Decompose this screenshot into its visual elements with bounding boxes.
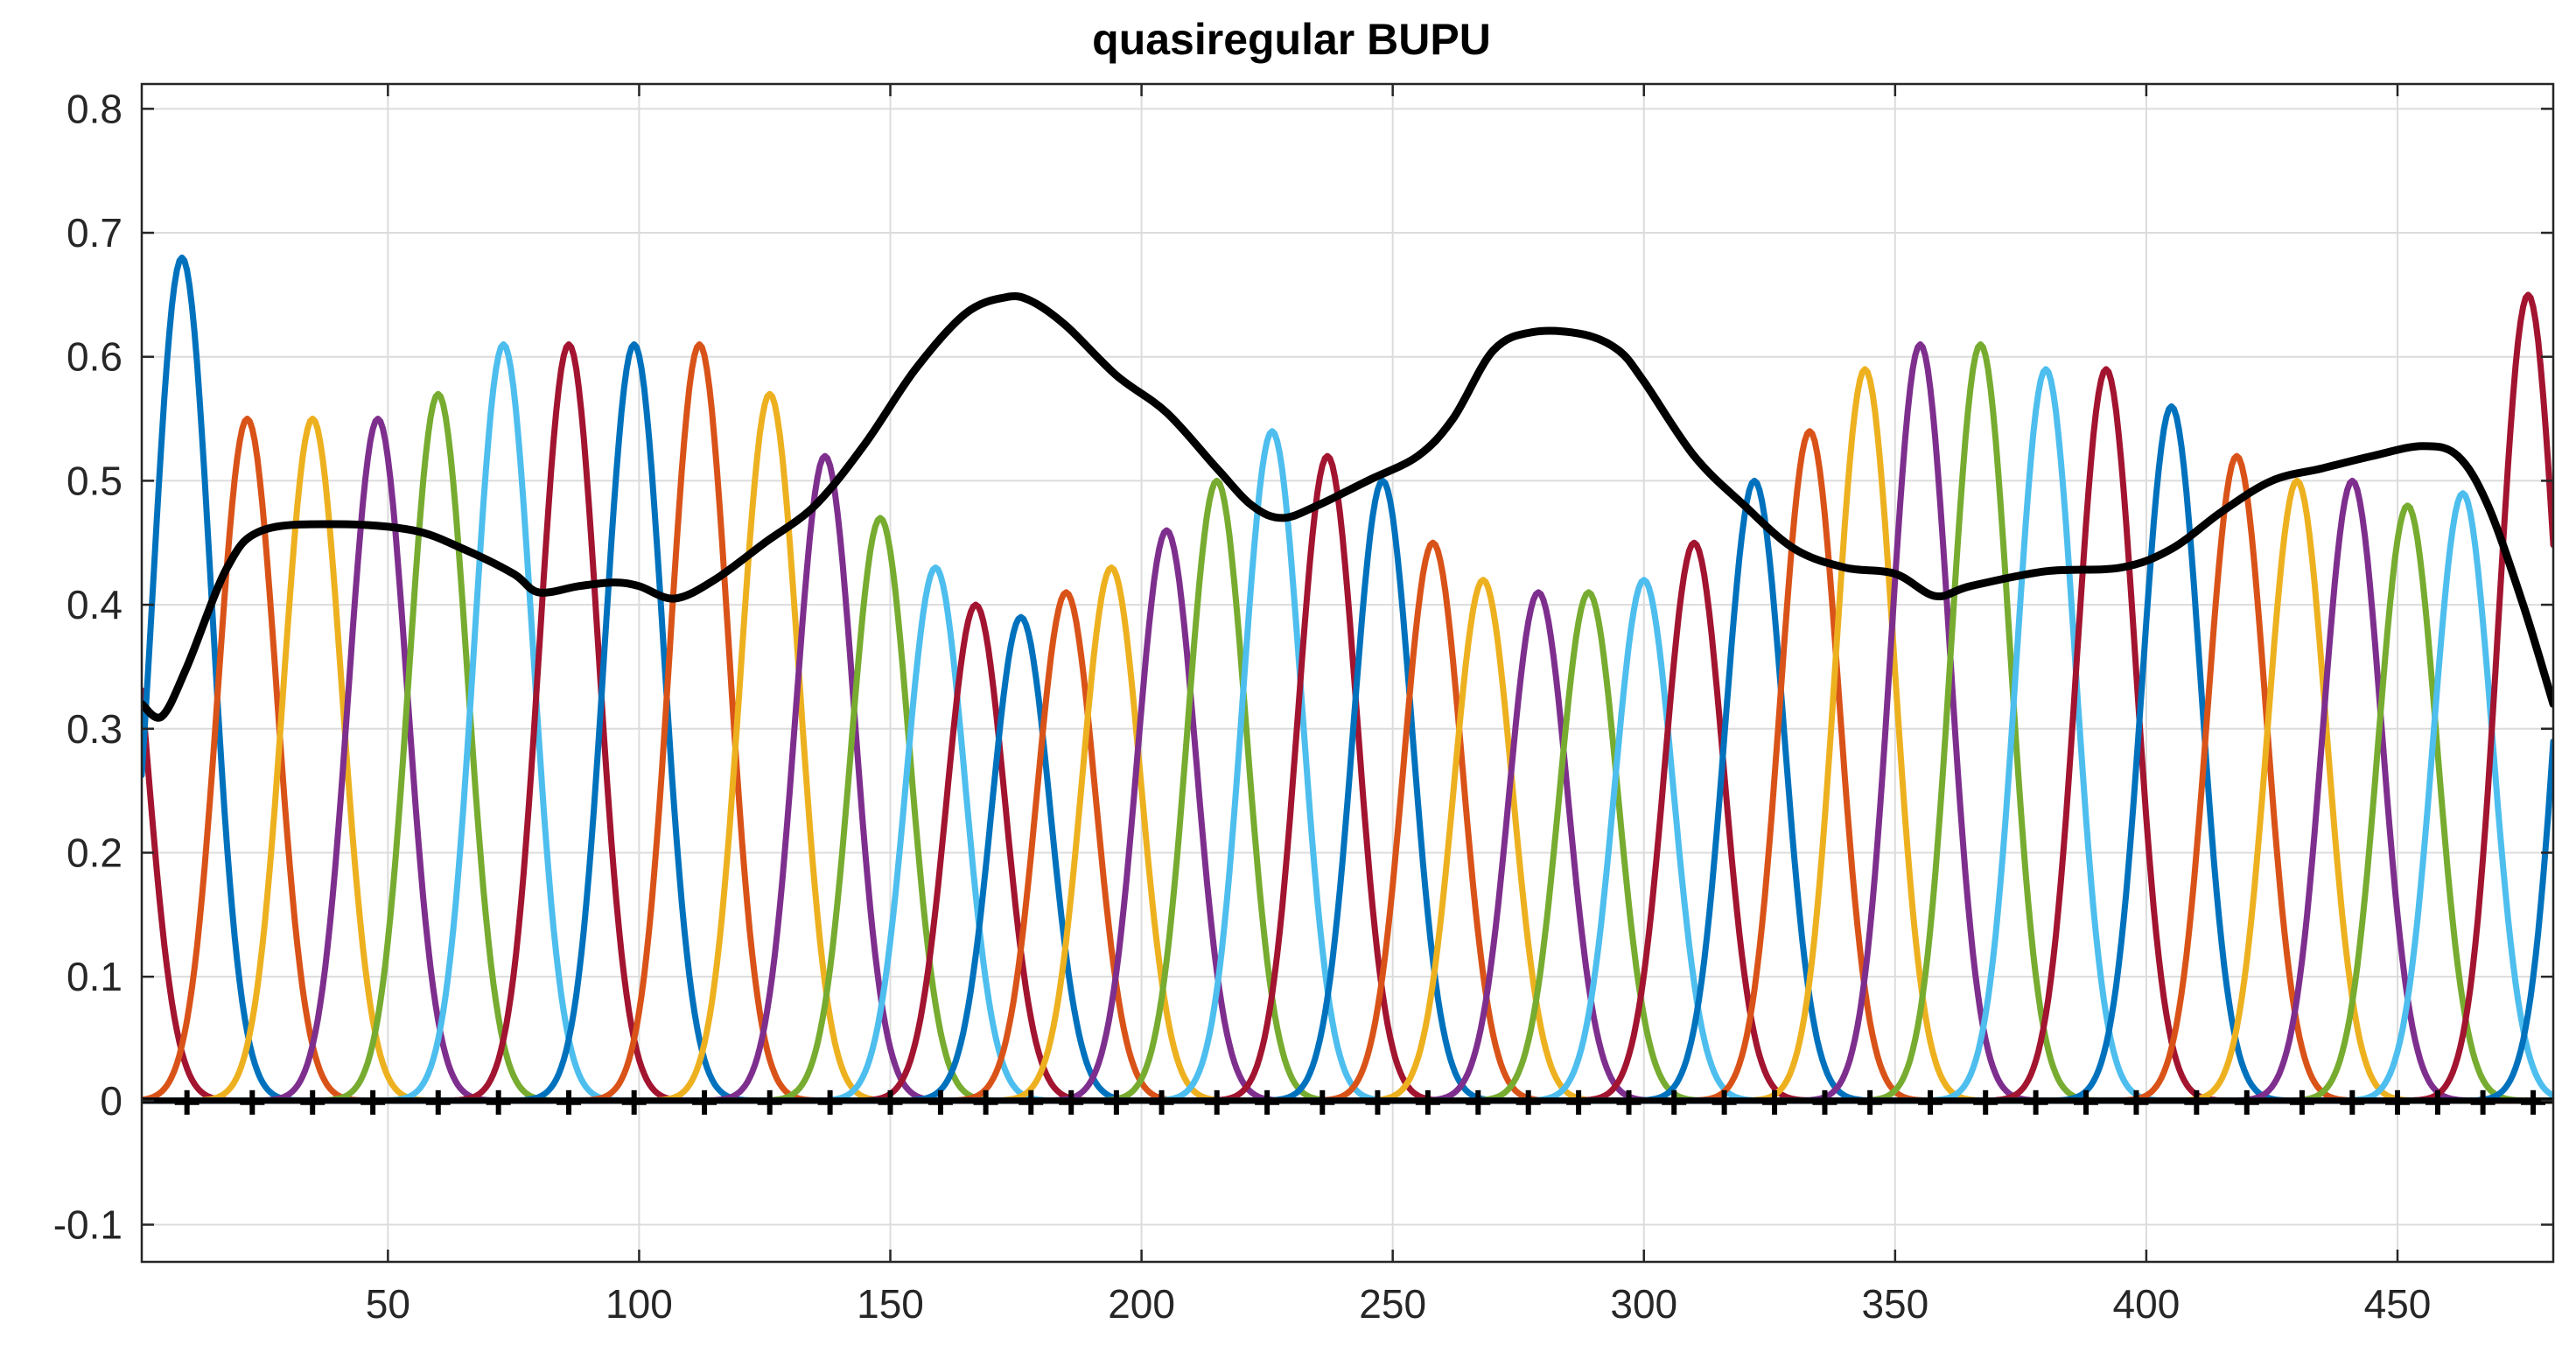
basis-curve (142, 341, 2553, 1104)
knot-marker (621, 1089, 647, 1115)
plot-area-border (140, 82, 2555, 1264)
knot-marker (1365, 1089, 1390, 1115)
knot-marker (1712, 1089, 1737, 1115)
basis-curve (142, 341, 2553, 1104)
y-tick-label: 0.6 (66, 334, 122, 380)
basis-curve (142, 341, 2553, 1104)
x-tick-label: 300 (1610, 1281, 1677, 1327)
knot-marker (2023, 1089, 2048, 1115)
knot-marker (1310, 1089, 1335, 1115)
knot-marker (300, 1089, 326, 1115)
y-tick-label: 0.2 (66, 830, 122, 875)
x-tick-label: 100 (606, 1281, 673, 1327)
knot-marker (1616, 1089, 1642, 1115)
knot-markers (174, 1089, 2546, 1115)
knot-marker (1059, 1089, 1084, 1115)
x-tick-label: 50 (366, 1281, 410, 1327)
x-tick-label: 150 (857, 1281, 924, 1327)
basis-curve (142, 366, 2553, 1104)
knot-marker (2385, 1089, 2411, 1115)
knot-marker (692, 1089, 718, 1115)
basis-curve (142, 577, 2553, 1104)
x-tick-label: 250 (1359, 1281, 1426, 1327)
knot-marker (2425, 1089, 2450, 1115)
knot-marker (1149, 1089, 1174, 1115)
chart-title: quasiregular BUPU (1092, 15, 1491, 64)
knot-marker (2184, 1089, 2209, 1115)
knot-marker (1516, 1089, 1541, 1115)
y-tick-label: -0.1 (53, 1201, 122, 1247)
knot-marker (928, 1089, 953, 1115)
knot-marker (1973, 1089, 1998, 1115)
y-tick-label: 0 (100, 1078, 122, 1124)
basis-curve (142, 341, 2553, 1104)
knot-marker (1466, 1089, 1491, 1115)
x-tick-labels: 50 100 150 200 250 300 350 400 450 (366, 1281, 2432, 1327)
knot-marker (1918, 1089, 1943, 1115)
y-tick-label: 0.4 (66, 582, 122, 627)
x-tick-label: 200 (1108, 1281, 1175, 1327)
basis-curve (142, 341, 2553, 1104)
basis-curve (142, 403, 2553, 1104)
knot-marker (973, 1089, 998, 1115)
x-tick-label: 400 (2113, 1281, 2180, 1327)
knot-marker (2234, 1089, 2259, 1115)
y-tick-label: 0.3 (66, 706, 122, 752)
basis-curve (142, 366, 2553, 1104)
basis-curve (142, 366, 2553, 1104)
x-tick-label: 350 (1861, 1281, 1928, 1327)
knot-marker (240, 1089, 265, 1115)
knot-marker (2521, 1089, 2546, 1115)
y-tick-label: 0.7 (66, 210, 122, 256)
y-tick-label: 0.8 (66, 86, 122, 131)
knot-marker (1858, 1089, 1883, 1115)
knot-marker (425, 1089, 451, 1115)
knot-marker (757, 1089, 782, 1115)
basis-curve (142, 254, 2553, 1104)
knot-marker (174, 1089, 200, 1115)
knot-marker (1812, 1089, 1838, 1115)
knot-marker (2289, 1089, 2314, 1115)
basis-curve (142, 390, 2553, 1104)
basis-curve (142, 291, 2553, 1104)
knot-marker (1204, 1089, 1229, 1115)
knot-marker (1566, 1089, 1592, 1115)
knot-marker (486, 1089, 511, 1115)
knot-marker (2470, 1089, 2496, 1115)
y-tick-label: 0.1 (66, 954, 122, 999)
knot-marker (1662, 1089, 1687, 1115)
knot-marker (1103, 1089, 1129, 1115)
knot-marker (1018, 1089, 1044, 1115)
axis-ticks (142, 84, 2553, 1262)
envelope-curve (142, 292, 2553, 722)
basis-curve (142, 390, 2553, 1104)
grid-lines (142, 84, 2553, 1262)
knot-marker (817, 1089, 843, 1115)
envelope-line (142, 292, 2553, 722)
knot-marker (1255, 1089, 1280, 1115)
knot-marker (556, 1089, 582, 1115)
basis-curve (142, 341, 2553, 1104)
y-tick-labels: -0.1 0 0.1 0.2 0.3 0.4 0.5 0.6 0.7 0.8 (53, 86, 122, 1247)
knot-marker (2340, 1089, 2365, 1115)
knot-marker (2124, 1089, 2149, 1115)
x-tick-label: 450 (2364, 1281, 2432, 1327)
knot-marker (360, 1089, 386, 1115)
knot-marker (878, 1089, 903, 1115)
basis-function-curves (142, 254, 2553, 1104)
basis-curve (142, 577, 2553, 1104)
knot-marker (1415, 1089, 1440, 1115)
knot-marker (2074, 1089, 2099, 1115)
knot-marker (1762, 1089, 1788, 1115)
y-tick-label: 0.5 (66, 458, 122, 503)
